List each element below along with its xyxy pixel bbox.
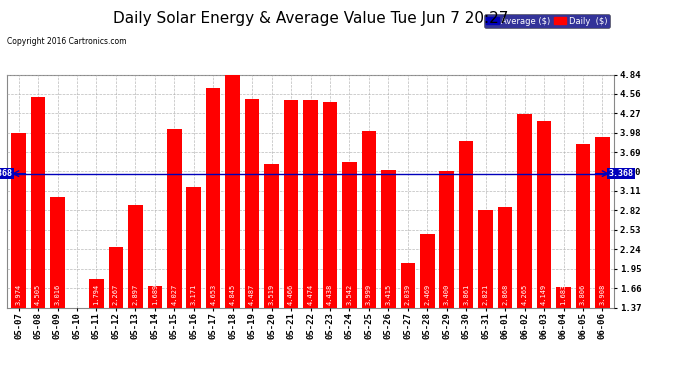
Text: 2.469: 2.469 <box>424 284 431 306</box>
Bar <box>420 234 435 308</box>
Bar <box>31 98 46 308</box>
Text: 4.027: 4.027 <box>171 284 177 306</box>
Text: 3.999: 3.999 <box>366 284 372 306</box>
Bar <box>89 279 104 308</box>
Bar <box>128 205 143 308</box>
Text: 3.519: 3.519 <box>268 284 275 306</box>
Bar <box>381 171 395 308</box>
Bar <box>245 99 259 308</box>
Text: 4.265: 4.265 <box>522 284 528 306</box>
Text: 3.368: 3.368 <box>0 169 12 178</box>
Text: 3.400: 3.400 <box>444 284 450 306</box>
Bar <box>518 114 532 308</box>
Text: 1.683: 1.683 <box>560 284 566 306</box>
Bar <box>362 131 376 308</box>
Text: 3.861: 3.861 <box>463 284 469 306</box>
Bar <box>11 133 26 308</box>
Text: 3.171: 3.171 <box>190 284 197 306</box>
Text: 1.689: 1.689 <box>152 284 158 306</box>
Text: 1.794: 1.794 <box>93 284 99 306</box>
Bar <box>108 248 124 308</box>
Text: 4.438: 4.438 <box>327 284 333 306</box>
Text: 4.845: 4.845 <box>230 284 236 306</box>
Text: 4.474: 4.474 <box>308 284 313 306</box>
Legend: Average ($), Daily  ($): Average ($), Daily ($) <box>484 14 610 28</box>
Bar <box>459 141 473 308</box>
Text: 4.149: 4.149 <box>541 284 547 306</box>
Bar <box>342 162 357 308</box>
Bar <box>284 100 298 308</box>
Text: 4.505: 4.505 <box>35 284 41 306</box>
Text: 3.368: 3.368 <box>609 169 633 178</box>
Text: 2.868: 2.868 <box>502 284 508 306</box>
Text: Daily Solar Energy & Average Value Tue Jun 7 20:27: Daily Solar Energy & Average Value Tue J… <box>112 11 509 26</box>
Text: 3.974: 3.974 <box>16 284 21 306</box>
Bar <box>226 75 240 308</box>
Text: 3.806: 3.806 <box>580 284 586 306</box>
Text: 3.016: 3.016 <box>55 284 61 306</box>
Text: 2.821: 2.821 <box>482 284 489 306</box>
Text: 4.653: 4.653 <box>210 284 216 306</box>
Bar <box>303 99 318 308</box>
Bar <box>497 207 513 308</box>
Text: 3.415: 3.415 <box>385 284 391 306</box>
Bar <box>440 171 454 308</box>
Bar <box>50 197 65 308</box>
Bar <box>556 286 571 308</box>
Text: 3.908: 3.908 <box>600 284 605 306</box>
Text: 4.466: 4.466 <box>288 284 294 306</box>
Bar <box>537 121 551 308</box>
Text: 4.487: 4.487 <box>249 284 255 306</box>
Bar <box>264 164 279 308</box>
Text: Copyright 2016 Cartronics.com: Copyright 2016 Cartronics.com <box>7 38 126 46</box>
Bar <box>186 187 201 308</box>
Text: 2.039: 2.039 <box>405 284 411 306</box>
Text: 2.267: 2.267 <box>113 284 119 306</box>
Text: 3.542: 3.542 <box>346 284 353 306</box>
Text: 2.897: 2.897 <box>132 284 139 306</box>
Bar <box>323 102 337 308</box>
Bar <box>575 144 590 308</box>
Bar <box>167 129 181 308</box>
Bar <box>148 286 162 308</box>
Bar <box>206 87 221 308</box>
Bar <box>400 262 415 308</box>
Bar <box>595 138 610 308</box>
Bar <box>478 210 493 308</box>
